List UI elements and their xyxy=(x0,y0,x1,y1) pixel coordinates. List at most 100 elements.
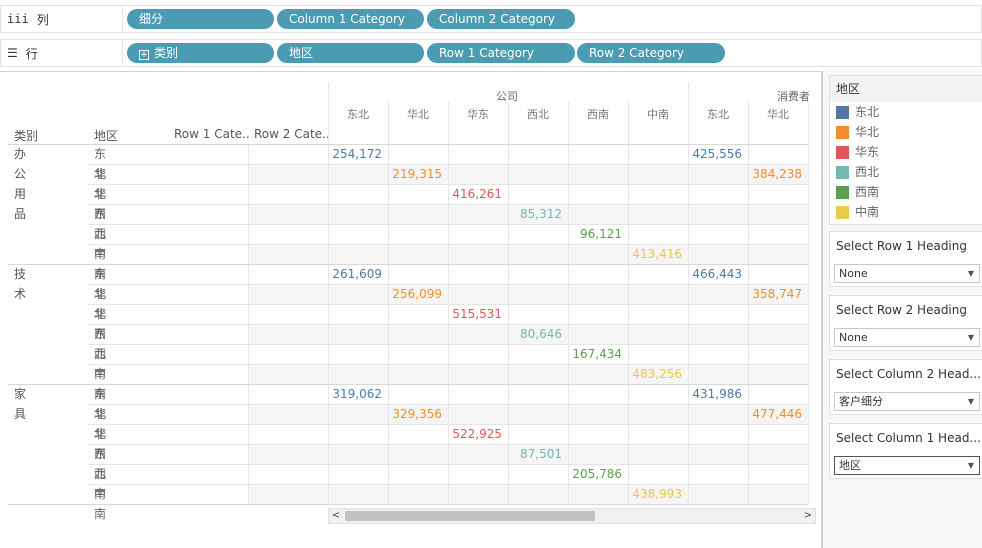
scroll-right-arrow-icon[interactable]: > xyxy=(803,510,813,521)
column-header-region: 东北 xyxy=(707,108,729,121)
param-row-2-select[interactable]: None ▼ xyxy=(834,328,980,347)
row-divider xyxy=(88,324,808,325)
pill-column-2-category[interactable]: Column 2 Category xyxy=(427,9,575,29)
legend-swatch xyxy=(836,185,849,199)
region-row-label: 西南 xyxy=(94,227,107,261)
column-divider xyxy=(448,102,449,504)
columns-icon: iii xyxy=(7,12,29,26)
cell-value-company: 261,609 xyxy=(332,267,382,281)
row-divider xyxy=(88,484,808,485)
region-row-label: 西北 xyxy=(94,447,107,481)
cell-value-consumer: 384,238 xyxy=(752,167,802,181)
param-title: Select Row 2 Heading xyxy=(836,303,967,317)
row-band xyxy=(248,284,808,304)
row-divider xyxy=(88,164,808,165)
param-column-1-select[interactable]: 地区 ▼ xyxy=(834,456,980,475)
param-row-1-select[interactable]: None ▼ xyxy=(834,264,980,283)
region-row-label: 中南 xyxy=(94,367,107,401)
category-divider xyxy=(8,384,808,385)
dropdown-caret-icon[interactable]: ▼ xyxy=(967,333,975,342)
cell-value-company: 205,786 xyxy=(572,467,622,481)
cell-value-company: 416,261 xyxy=(452,187,502,201)
columns-shelf-title: 列 xyxy=(36,12,49,27)
legend-title: 地区 xyxy=(830,76,982,102)
column-header-region: 华北 xyxy=(767,108,789,121)
param-title: Select Row 1 Heading xyxy=(836,239,967,253)
region-row-label: 中南 xyxy=(94,487,107,521)
column-header-region: 华东 xyxy=(467,108,489,121)
horizontal-scrollbar[interactable]: < > xyxy=(328,508,816,524)
legend-swatch xyxy=(836,165,849,179)
row-divider xyxy=(88,464,808,465)
row-divider xyxy=(88,444,808,445)
row-header-row-2-category: Row 2 Cate.. xyxy=(254,127,330,141)
region-row-label: 中南 xyxy=(94,247,107,281)
region-row-label: 西北 xyxy=(94,327,107,361)
column-divider xyxy=(628,102,629,504)
column-header-region: 华北 xyxy=(407,108,429,121)
row-divider xyxy=(88,224,808,225)
columns-shelf[interactable]: iii 列 细分 Column 1 Category Column 2 Cate… xyxy=(0,5,982,33)
pill-region[interactable]: 地区 xyxy=(277,43,424,63)
columns-shelf-label: iii 列 xyxy=(1,6,123,32)
region-row-label: 西北 xyxy=(94,207,107,241)
rows-shelf[interactable]: ☰ 行 + 类别 地区 Row 1 Category Row 2 Category xyxy=(0,39,982,67)
legend-swatch xyxy=(836,145,849,159)
param-row-2-heading: Select Row 2 Heading None ▼ xyxy=(829,295,982,351)
region-row-label: 西南 xyxy=(94,467,107,501)
region-row-label: 华东 xyxy=(94,427,107,461)
legend-swatch xyxy=(836,105,849,119)
row-divider xyxy=(88,204,808,205)
region-row-label: 华东 xyxy=(94,307,107,341)
legend-label: 西北 xyxy=(855,165,880,179)
category-label: 办公用品 xyxy=(14,147,27,221)
expand-plus-icon[interactable]: + xyxy=(139,50,149,60)
scrollbar-thumb[interactable] xyxy=(345,511,595,521)
cell-value-company: 413,416 xyxy=(632,247,682,261)
dropdown-caret-icon[interactable]: ▼ xyxy=(967,397,975,406)
legend-item-xinan[interactable]: 西南 xyxy=(830,182,982,202)
dropdown-caret-icon[interactable]: ▼ xyxy=(967,269,975,278)
param-value: None xyxy=(839,267,868,280)
region-row-label: 华东 xyxy=(94,187,107,221)
param-column-2-select[interactable]: 客户细分 ▼ xyxy=(834,392,980,411)
pill-row-2-category[interactable]: Row 2 Category xyxy=(577,43,725,63)
row-band xyxy=(248,364,808,384)
column-divider xyxy=(388,102,389,504)
legend-label: 东北 xyxy=(855,105,880,119)
legend-item-huadong[interactable]: 华东 xyxy=(830,142,982,162)
color-legend: 地区 东北 华北 华东 西北 西南 中南 xyxy=(829,75,982,225)
row-divider xyxy=(88,404,808,405)
param-title: Select Column 1 Head... xyxy=(836,431,981,445)
legend-item-dongbei[interactable]: 东北 xyxy=(830,102,982,122)
cell-value-company: 167,434 xyxy=(572,347,622,361)
row-header-category: 类别 xyxy=(14,129,39,143)
legend-swatch xyxy=(836,205,849,219)
legend-item-zhongnan[interactable]: 中南 xyxy=(830,202,982,222)
pill-category[interactable]: + 类别 xyxy=(127,43,274,63)
pill-segment[interactable]: 细分 xyxy=(127,9,274,29)
cell-value-company: 256,099 xyxy=(392,287,442,301)
row-header-row-1-category: Row 1 Cate.. xyxy=(174,127,250,141)
cell-value-consumer: 477,446 xyxy=(752,407,802,421)
cell-value-consumer: 466,443 xyxy=(692,267,742,281)
side-panel: 地区 东北 华北 华东 西北 西南 中南 Select Row 1 Headin… xyxy=(822,71,982,548)
param-value: None xyxy=(839,331,868,344)
column-divider xyxy=(328,82,329,504)
pill-row-1-category[interactable]: Row 1 Category xyxy=(427,43,575,63)
column-divider xyxy=(808,102,809,504)
category-label: 家具 xyxy=(14,387,27,421)
column-header-region: 中南 xyxy=(647,108,669,121)
legend-item-huabei[interactable]: 华北 xyxy=(830,122,982,142)
crosstab-view: 类别 地区 Row 1 Cate.. Row 2 Cate.. 公司 消费者 东… xyxy=(0,71,822,548)
cell-value-company: 96,121 xyxy=(580,227,622,241)
legend-swatch xyxy=(836,125,849,139)
param-title: Select Column 2 Head... xyxy=(836,367,981,381)
legend-label: 华北 xyxy=(855,125,880,139)
legend-item-xibei[interactable]: 西北 xyxy=(830,162,982,182)
rows-icon: ☰ xyxy=(7,46,18,60)
column-header-region: 西北 xyxy=(527,108,549,121)
scroll-left-arrow-icon[interactable]: < xyxy=(331,510,341,521)
pill-column-1-category[interactable]: Column 1 Category xyxy=(277,9,424,29)
dropdown-caret-icon[interactable]: ▼ xyxy=(967,461,975,470)
